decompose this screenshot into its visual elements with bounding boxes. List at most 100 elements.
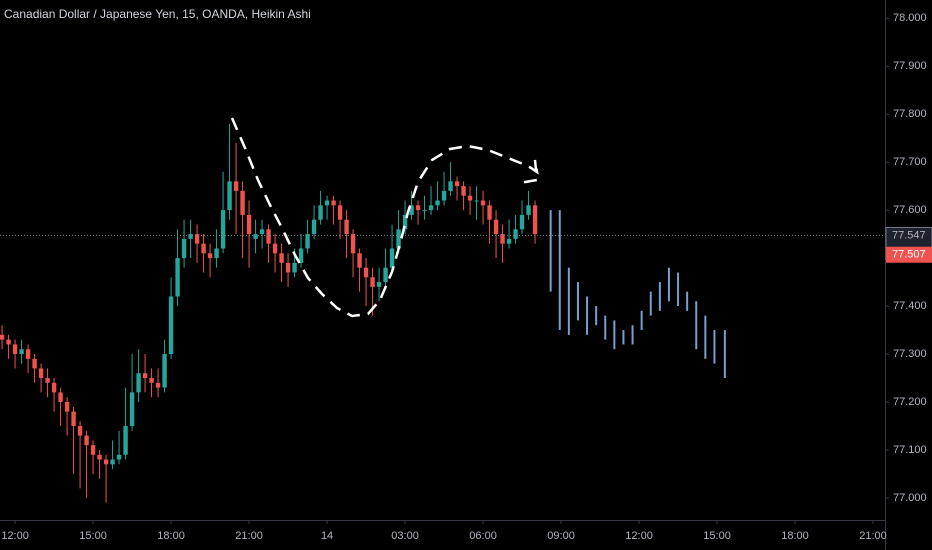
candle-body bbox=[259, 229, 265, 235]
candle-body bbox=[71, 411, 76, 426]
candle-body bbox=[64, 401, 70, 412]
y-tick-label: 77.400 bbox=[893, 300, 927, 312]
candle-body bbox=[383, 267, 388, 283]
candle-body bbox=[480, 200, 486, 206]
candle-body bbox=[370, 277, 375, 287]
candle-body bbox=[90, 445, 96, 455]
price-marker-label: 77.507 bbox=[892, 249, 926, 261]
candle-body bbox=[500, 234, 505, 244]
candle-body bbox=[487, 205, 492, 220]
drawing-annotation bbox=[230, 117, 539, 318]
candle-body bbox=[279, 253, 284, 263]
candle-body bbox=[350, 234, 356, 254]
candle-body bbox=[168, 296, 174, 355]
x-tick-label: 15:00 bbox=[79, 530, 107, 542]
x-tick-label: 06:00 bbox=[469, 530, 497, 542]
candle-body bbox=[435, 200, 440, 206]
candle-body bbox=[467, 195, 473, 201]
x-tick-label: 09:00 bbox=[547, 530, 575, 542]
candle-body bbox=[305, 234, 310, 249]
candle-body bbox=[142, 373, 148, 379]
candle-body bbox=[136, 373, 141, 393]
x-tick-label: 14 bbox=[321, 530, 333, 542]
candle-body bbox=[292, 262, 297, 273]
candle-body bbox=[266, 229, 271, 244]
y-tick-label: 77.000 bbox=[893, 492, 927, 504]
candle-body bbox=[331, 200, 336, 206]
candle-body bbox=[311, 219, 317, 235]
candle-body bbox=[493, 219, 499, 235]
candle-body bbox=[32, 358, 37, 369]
candle-body bbox=[207, 253, 213, 259]
candle-body bbox=[389, 248, 395, 268]
candle-body bbox=[461, 186, 466, 196]
candle-body bbox=[337, 205, 343, 220]
candle-body bbox=[110, 459, 115, 465]
candle-body bbox=[506, 238, 512, 244]
candle-body bbox=[162, 354, 167, 388]
candle-body bbox=[474, 200, 479, 202]
candle-body bbox=[285, 262, 291, 273]
candle-body bbox=[324, 200, 330, 206]
candle-body bbox=[77, 425, 83, 436]
candle-body bbox=[45, 378, 50, 383]
candle-body bbox=[227, 181, 232, 211]
current-price-label: 77.547 bbox=[892, 229, 926, 241]
candle-body bbox=[97, 454, 102, 460]
candle-body bbox=[12, 344, 18, 355]
candle-body bbox=[526, 205, 531, 215]
candle-body bbox=[233, 181, 239, 191]
plot bbox=[0, 123, 885, 503]
candle-body bbox=[181, 238, 187, 259]
candle-body bbox=[240, 190, 245, 215]
candle-body bbox=[409, 205, 414, 215]
x-tick-label: 18:00 bbox=[157, 530, 185, 542]
candle-body bbox=[363, 267, 369, 278]
x-tick-label: 21:00 bbox=[235, 530, 263, 542]
price-marker-box bbox=[886, 246, 932, 263]
candle-body bbox=[454, 181, 460, 187]
y-tick-label: 78.000 bbox=[893, 12, 927, 24]
x-tick-label: 21:00 bbox=[859, 530, 887, 542]
chart-title: Canadian Dollar / Japanese Yen, 15, OAND… bbox=[4, 7, 311, 21]
candle-body bbox=[194, 234, 200, 244]
candle-body bbox=[188, 234, 193, 239]
candle-body bbox=[220, 210, 226, 249]
candle-body bbox=[318, 205, 323, 220]
x-tick-label: 15:00 bbox=[703, 530, 731, 542]
candle-body bbox=[84, 435, 89, 446]
x-tick-label: 18:00 bbox=[781, 530, 809, 542]
candle-body bbox=[448, 181, 453, 191]
candle-body bbox=[0, 334, 5, 340]
candle-body bbox=[38, 368, 44, 379]
candle-body bbox=[155, 382, 161, 388]
candle-body bbox=[415, 205, 421, 211]
y-tick-label: 77.200 bbox=[893, 396, 927, 408]
candle-body bbox=[123, 425, 128, 455]
y-tick-label: 77.600 bbox=[893, 204, 927, 216]
candle-body bbox=[6, 339, 11, 345]
y-tick-label: 77.700 bbox=[893, 156, 927, 168]
candle-body bbox=[129, 392, 135, 426]
candle-body bbox=[51, 382, 57, 393]
candle-body bbox=[441, 190, 447, 201]
candle-body bbox=[25, 349, 31, 359]
candle-body bbox=[272, 243, 278, 254]
candle-body bbox=[201, 243, 206, 254]
candle-body bbox=[246, 214, 252, 235]
candle-body bbox=[253, 234, 258, 239]
candle-body bbox=[376, 282, 382, 287]
candle-body bbox=[214, 248, 219, 259]
candle-body bbox=[357, 253, 362, 268]
candle-body bbox=[58, 392, 63, 402]
candle-body bbox=[298, 248, 304, 263]
candle-body bbox=[532, 205, 538, 235]
x-tick-label: 12:00 bbox=[625, 530, 653, 542]
candle-body bbox=[103, 459, 109, 465]
candle-body bbox=[402, 214, 408, 230]
candle-body bbox=[519, 214, 525, 230]
candle-body bbox=[344, 219, 349, 235]
